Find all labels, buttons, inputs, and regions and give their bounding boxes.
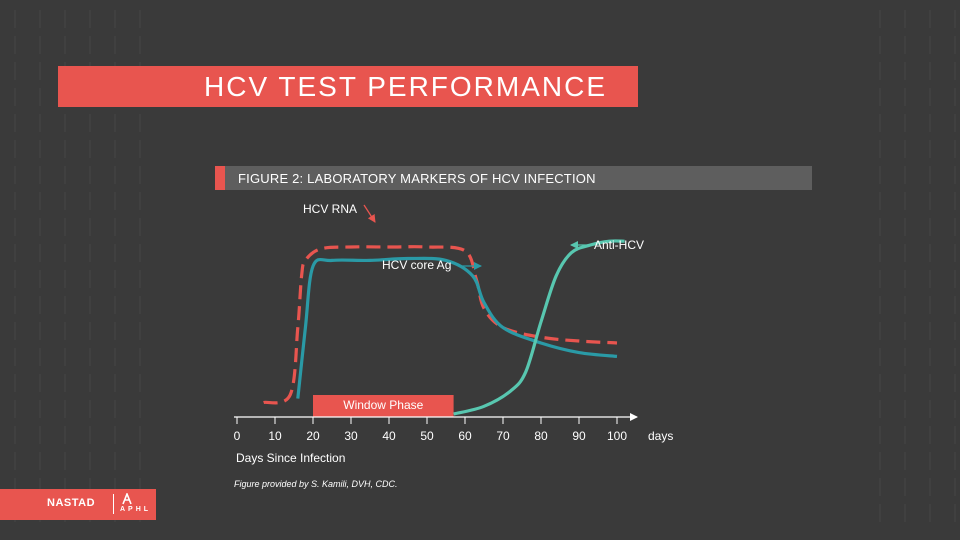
figure-caption-bar: FIGURE 2: LABORATORY MARKERS OF HCV INFE… <box>215 166 812 190</box>
aphl-logo-icon <box>122 493 132 505</box>
x-tick-label: 20 <box>306 429 320 443</box>
x-tick-label: 90 <box>572 429 586 443</box>
figure-caption-accent <box>215 166 225 190</box>
slide-title: HCV TEST PERFORMANCE <box>204 71 608 102</box>
figure-credit: Figure provided by S. Kamili, DVH, CDC. <box>234 479 398 489</box>
series-line-hcv-core-ag <box>296 256 618 399</box>
x-tick-label: 10 <box>268 429 282 443</box>
title-bar: HCV TEST PERFORMANCE <box>58 66 638 107</box>
series-line-anti-hcv <box>453 239 625 416</box>
x-tick-label: 100 <box>607 429 627 443</box>
aphl-logo: APHL <box>120 506 152 513</box>
window-phase-label: Window Phase <box>343 398 423 412</box>
x-tick-label: 80 <box>534 429 548 443</box>
x-tick-label: 70 <box>496 429 510 443</box>
footer-logo-bar: NASTAD APHL <box>0 489 156 520</box>
nastad-logo: NASTAD <box>47 497 96 509</box>
window-phase-box <box>313 395 454 417</box>
logo-separator <box>113 494 114 514</box>
x-tick-label: 50 <box>420 429 434 443</box>
x-axis-unit: days <box>648 429 673 443</box>
x-tick-label: 30 <box>344 429 358 443</box>
x-axis-label: Days Since Infection <box>236 451 345 465</box>
x-tick-label: 40 <box>382 429 396 443</box>
x-tick-label: 0 <box>234 429 241 443</box>
x-ticks: 0 10 20 30 40 50 60 70 80 90 100 <box>234 417 627 443</box>
x-tick-label: 60 <box>458 429 472 443</box>
annotation-arrow-hcv-rna <box>363 204 376 223</box>
annotation-hcv-core-ag: HCV core Ag <box>382 258 451 272</box>
annotation-hcv-rna: HCV RNA <box>303 202 357 216</box>
annotation-anti-hcv: Anti-HCV <box>594 238 644 252</box>
figure-caption: FIGURE 2: LABORATORY MARKERS OF HCV INFE… <box>238 171 596 186</box>
